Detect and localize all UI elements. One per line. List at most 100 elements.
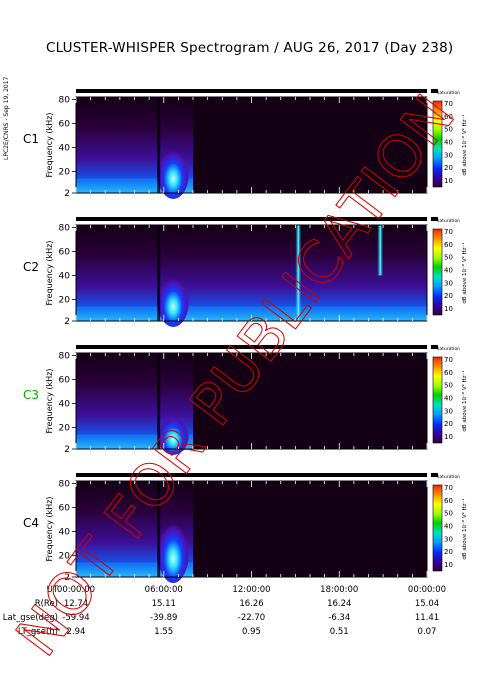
axis-value: 06:00:00 bbox=[145, 585, 183, 595]
colorbar-tick-label: 50 bbox=[444, 126, 453, 134]
colorbar-tick-label: 70 bbox=[444, 356, 453, 364]
panel-header-mark bbox=[431, 345, 438, 349]
axis-row-label: UT bbox=[47, 585, 59, 595]
panel-header-mark bbox=[431, 217, 438, 221]
axis-value: 0.51 bbox=[330, 627, 349, 637]
y-tick-label: 2 bbox=[64, 573, 70, 583]
y-axis-label: Frequency (kHz) bbox=[45, 241, 54, 306]
y-tick-label: 60 bbox=[59, 375, 71, 385]
colorbar-tick-label: 60 bbox=[444, 241, 453, 249]
y-axis-label: Frequency (kHz) bbox=[45, 497, 54, 562]
axis-value: -59.94 bbox=[62, 613, 89, 623]
data-gap bbox=[157, 225, 161, 321]
panel-name: C3 bbox=[23, 388, 39, 402]
axis-row-label: LT_gse(h) bbox=[18, 627, 58, 637]
vertical-burst bbox=[377, 225, 384, 276]
colorbar-tick-label: 50 bbox=[444, 382, 453, 390]
colorbar bbox=[432, 356, 443, 444]
axis-value: 11.41 bbox=[415, 613, 439, 623]
colorbar-tick-label: 20 bbox=[444, 420, 453, 428]
axis-value: -39.89 bbox=[150, 613, 177, 623]
y-tick-label: 40 bbox=[59, 527, 71, 537]
panel-name: C4 bbox=[23, 516, 39, 530]
axis-value: 16.26 bbox=[239, 599, 263, 609]
y-tick-label: 80 bbox=[59, 479, 71, 489]
axis-value: 15.11 bbox=[152, 599, 176, 609]
panel-header-bar bbox=[76, 473, 427, 477]
y-tick-label: 40 bbox=[59, 143, 71, 153]
y-tick-label: 80 bbox=[59, 223, 71, 233]
y-tick-label: 60 bbox=[59, 119, 71, 129]
axis-value: 18:00:00 bbox=[320, 585, 358, 595]
vertical-burst bbox=[295, 225, 302, 321]
colorbar-tick-label: 10 bbox=[444, 433, 453, 441]
axis-value: 00:00:00 bbox=[408, 585, 446, 595]
colorbar-tick-label: 30 bbox=[444, 535, 453, 543]
colorbar-tick-label: 50 bbox=[444, 254, 453, 262]
colorbar-tick-label: 40 bbox=[444, 267, 453, 275]
axis-value: 0.07 bbox=[418, 627, 437, 637]
y-tick-label: 40 bbox=[59, 271, 71, 281]
y-tick-label: 80 bbox=[59, 351, 71, 361]
axis-value: 12.74 bbox=[64, 599, 88, 609]
colorbar-tick-label: 70 bbox=[444, 228, 453, 236]
panel-c2: 2 20 40 60 80 Frequency (kHz) C2 saturation 10 20… bbox=[23, 217, 468, 328]
colorbar-tick-label: 10 bbox=[444, 177, 453, 185]
colorbar-top-label: saturation bbox=[437, 90, 460, 96]
panel-header-bar bbox=[76, 345, 427, 349]
colorbar-tick-label: 20 bbox=[444, 548, 453, 556]
axis-value: 0.95 bbox=[242, 627, 261, 637]
colorbar-tick-label: 20 bbox=[444, 292, 453, 300]
y-tick-label: 20 bbox=[59, 551, 71, 561]
emission-feature bbox=[156, 409, 190, 456]
colorbar-label: dB above 10⁻⁸ V² Hz⁻¹ bbox=[461, 370, 468, 431]
data-gap bbox=[157, 481, 161, 577]
y-tick-label: 2 bbox=[64, 189, 70, 199]
panel-c4: 2 20 40 60 80 Frequency (kHz) C4 saturation 10 20… bbox=[23, 473, 468, 583]
panel-header-bar bbox=[76, 217, 427, 221]
y-tick-label: 2 bbox=[64, 317, 70, 327]
colorbar-tick-label: 30 bbox=[444, 151, 453, 159]
y-tick-label: 20 bbox=[59, 167, 71, 177]
colorbar-label: dB above 10⁻⁸ V² Hz⁻¹ bbox=[461, 242, 468, 303]
y-tick-label: 20 bbox=[59, 423, 71, 433]
colorbar-tick-label: 10 bbox=[444, 305, 453, 313]
panel-header-mark bbox=[431, 473, 438, 477]
panel-header-bar bbox=[76, 89, 427, 93]
chart-title: CLUSTER-WHISPER Spectrogram / AUG 26, 20… bbox=[46, 40, 454, 56]
colorbar-tick-label: 50 bbox=[444, 510, 453, 518]
colorbar-tick-label: 40 bbox=[444, 139, 453, 147]
colorbar-top-label: saturation bbox=[437, 218, 460, 224]
colorbar-tick-label: 60 bbox=[444, 497, 453, 505]
panel-name: C1 bbox=[23, 132, 39, 146]
spectrogram-data bbox=[76, 225, 427, 321]
panel-c1: 2 20 40 60 80 Frequency (kHz) C1 saturation 10 20… bbox=[23, 89, 468, 199]
y-tick-label: 40 bbox=[59, 399, 71, 409]
axis-value: -22.70 bbox=[238, 613, 265, 623]
colorbar bbox=[432, 100, 443, 188]
axis-value: 12:00:00 bbox=[232, 585, 270, 595]
colorbar-top-label: saturation bbox=[437, 346, 460, 352]
y-tick-label: 20 bbox=[59, 295, 71, 305]
y-tick-label: 80 bbox=[59, 95, 71, 105]
colorbar-tick-label: 70 bbox=[444, 484, 453, 492]
colorbar-tick-label: 30 bbox=[444, 279, 453, 287]
axis-value: -6.34 bbox=[328, 613, 350, 623]
colorbar bbox=[432, 484, 443, 572]
data-gap bbox=[157, 353, 161, 449]
colorbar-tick-label: 10 bbox=[444, 561, 453, 569]
panel-name: C2 bbox=[23, 260, 39, 274]
axis-value: 00:00:00 bbox=[57, 585, 95, 595]
colorbar-tick-label: 70 bbox=[444, 100, 453, 108]
axis-value: 16.24 bbox=[327, 599, 351, 609]
axis-value: 2.94 bbox=[67, 627, 86, 637]
y-axis-label: Frequency (kHz) bbox=[45, 113, 54, 178]
y-tick-label: 60 bbox=[59, 247, 71, 257]
emission-feature bbox=[156, 141, 190, 199]
axis-value: 15.04 bbox=[415, 599, 439, 609]
colorbar-tick-label: 60 bbox=[444, 369, 453, 377]
emission-feature bbox=[156, 269, 190, 328]
y-tick-label: 2 bbox=[64, 445, 70, 455]
y-axis-label: Frequency (kHz) bbox=[45, 369, 54, 434]
